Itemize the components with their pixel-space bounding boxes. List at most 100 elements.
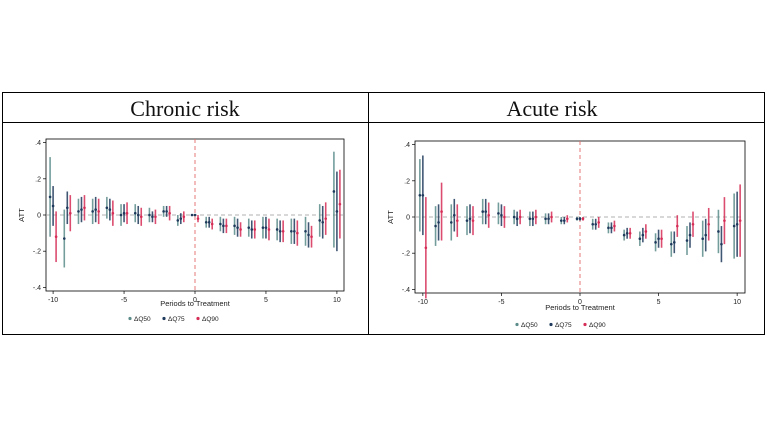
point-q90 [310,235,313,239]
point-q75 [307,233,310,237]
point-q50 [607,226,610,230]
legend-marker-q90 [196,316,200,321]
point-q75 [321,220,325,224]
y-tick-label: .4 [35,140,41,147]
point-q75 [207,220,211,224]
point-q75 [179,217,183,220]
point-q90 [455,219,459,222]
point-q90 [518,215,522,219]
point-q75 [500,213,503,217]
point-q75 [335,210,339,213]
point-q50 [732,224,736,228]
x-tick-label: 10 [733,299,741,306]
y-axis-label: ATT [17,208,26,222]
point-q75 [108,208,112,211]
point-q90 [296,231,299,235]
point-q50 [418,193,422,197]
x-tick-label: 10 [333,297,341,304]
point-q50 [685,239,689,242]
point-q75 [515,217,519,221]
point-q90 [644,230,648,233]
legend-marker-q50 [128,316,132,321]
point-q50 [544,217,547,221]
legend-label-q75: ΔQ75 [555,322,572,329]
y-tick-label: .4 [404,142,410,149]
legend-marker-q90 [583,322,587,327]
point-q75 [51,204,55,208]
point-q75 [704,233,708,237]
point-q90 [581,217,585,221]
point-q50 [528,217,532,221]
point-q50 [654,241,657,244]
point-q50 [332,190,336,193]
point-q75 [94,208,97,211]
point-q75 [122,211,126,215]
point-q50 [638,237,642,241]
point-q90 [125,211,129,215]
point-q90 [597,221,601,224]
figure-frame [2,92,765,335]
point-q75 [278,229,282,233]
point-q75 [657,237,660,241]
point-q90 [225,224,228,228]
point-q90 [154,215,157,219]
point-q50 [449,221,453,224]
point-q50 [247,226,251,229]
point-q75 [421,193,425,197]
point-q75 [610,226,613,230]
point-q90 [440,210,443,213]
x-tick-label: -10 [48,297,58,304]
y-tick-label: -.4 [33,285,41,292]
point-q90 [707,222,711,226]
point-q50 [261,226,265,229]
point-q50 [465,219,469,222]
point-q75 [136,213,140,217]
legend-label-q75: ΔQ75 [168,316,185,323]
point-q75 [250,228,254,231]
legend-marker-q75 [162,316,166,321]
y-tick-label: -.2 [402,251,410,258]
point-q50 [190,213,194,217]
point-q90 [182,215,186,219]
point-q75 [80,208,83,211]
point-q90 [111,211,115,215]
y-axis-label: ATT [386,210,395,224]
point-q50 [575,217,579,221]
point-q90 [534,215,538,219]
point-q90 [281,229,285,233]
point-q75 [452,213,456,217]
point-q50 [669,242,673,246]
point-q50 [204,220,208,224]
point-q75 [672,241,676,244]
point-q50 [133,211,137,215]
point-q90 [267,228,271,231]
point-q50 [62,237,66,240]
point-q75 [65,206,69,210]
y-tick-label: .2 [404,178,410,185]
point-q75 [193,213,197,217]
chronic-risk-chart: .4 .2 0 -.2 -.4 ATT -10 -5 0 5 10 Periods to Treatm… [17,138,345,323]
point-q90 [54,235,58,239]
point-q90 [68,211,72,215]
point-q50 [91,210,94,213]
point-q75 [264,226,268,229]
point-q90 [565,217,569,221]
acute-risk-title: Acute risk [506,96,598,121]
point-q50 [318,219,322,222]
point-q50 [717,230,720,233]
point-q50 [512,215,516,219]
x-tick-label: 5 [264,297,268,304]
y-tick-label: .2 [35,176,41,183]
point-q50 [275,228,279,231]
point-q50 [176,219,180,222]
point-q75 [625,231,629,235]
point-q75 [531,217,535,221]
point-q75 [222,224,225,228]
point-q50 [105,206,109,210]
x-tick-label: -10 [418,299,428,306]
point-q90 [196,217,200,220]
point-q90 [424,246,428,250]
point-q75 [720,242,723,246]
legend-marker-q75 [549,322,553,327]
chronic-risk-title: Chronic risk [130,96,240,121]
